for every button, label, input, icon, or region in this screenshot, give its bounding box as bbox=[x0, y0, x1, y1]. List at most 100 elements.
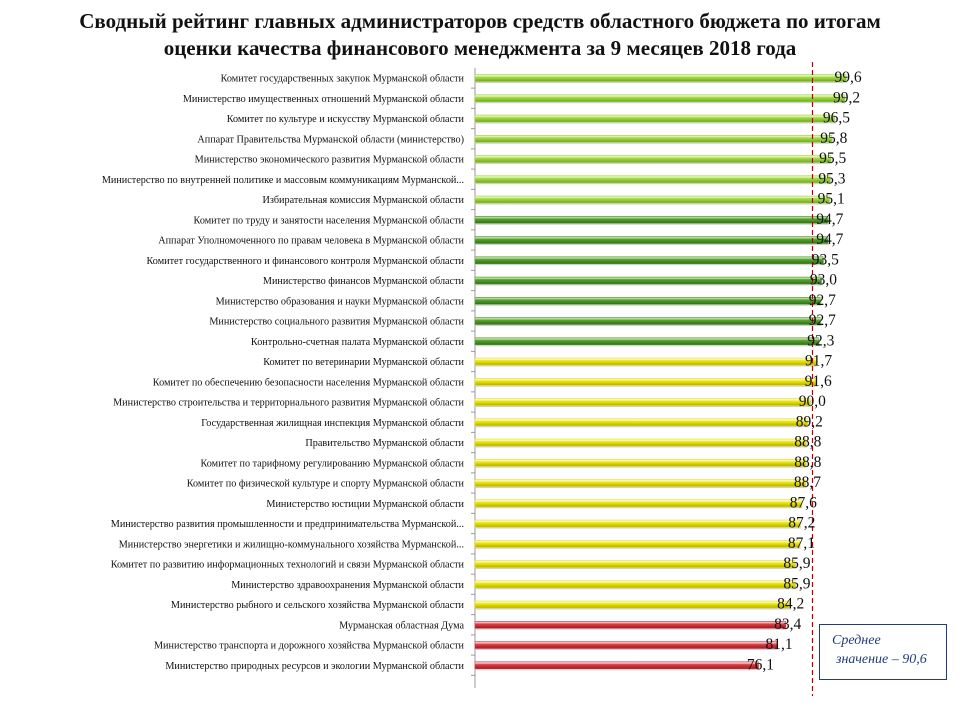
bar-highlight bbox=[475, 257, 824, 259]
bar-highlight bbox=[475, 540, 800, 543]
bar-highlight bbox=[475, 378, 817, 381]
chart-title: Сводный рейтинг главных администраторов … bbox=[0, 8, 960, 62]
data-label: 94,7 bbox=[816, 231, 843, 248]
bar-highlight bbox=[475, 95, 845, 97]
category-label: Министерство рыбного и сельского хозяйст… bbox=[171, 600, 465, 611]
bar-highlight bbox=[475, 480, 806, 482]
data-label: 90,0 bbox=[799, 393, 826, 410]
chart-title-line-1: Сводный рейтинг главных администраторов … bbox=[79, 9, 881, 33]
category-label: Министерство образования и науки Мурманс… bbox=[216, 296, 465, 307]
bar-highlight bbox=[475, 439, 806, 442]
bar bbox=[474, 398, 811, 406]
bar-highlight bbox=[475, 135, 832, 138]
bar bbox=[474, 94, 845, 102]
category-label: Комитет по развитию информационных техно… bbox=[111, 560, 465, 571]
data-label: 91,7 bbox=[805, 353, 832, 370]
category-label: Министерство социального развития Мурман… bbox=[209, 317, 464, 328]
bar bbox=[474, 337, 820, 345]
data-label: 84,2 bbox=[777, 596, 804, 613]
category-label: Комитет государственных закупок Мурманск… bbox=[221, 74, 465, 85]
data-label: 99,2 bbox=[833, 89, 860, 106]
bar-highlight bbox=[475, 277, 822, 280]
data-label: 92,7 bbox=[809, 312, 836, 329]
bar-highlight bbox=[475, 237, 828, 239]
category-label: Министерство развития промышленности и п… bbox=[111, 519, 464, 530]
data-label: 99,6 bbox=[834, 69, 861, 86]
bar-highlight bbox=[475, 419, 808, 421]
bar bbox=[474, 114, 835, 123]
bar-highlight bbox=[475, 581, 795, 583]
data-label: 93,0 bbox=[810, 272, 837, 289]
bar bbox=[474, 560, 796, 568]
average-note: Среднее значение – 90,6 bbox=[819, 624, 947, 680]
data-label: 87,2 bbox=[788, 515, 815, 532]
category-label: Комитет по тарифному регулированию Мурма… bbox=[200, 458, 464, 469]
category-label: Избирательная комиссия Мурманской област… bbox=[262, 195, 464, 206]
bar bbox=[474, 479, 806, 487]
category-label: Министерство здравоохранения Мурманской … bbox=[231, 580, 464, 591]
bar bbox=[474, 175, 831, 183]
average-note-line-1: Среднее bbox=[832, 633, 881, 648]
category-label: Министерство экономического развития Мур… bbox=[195, 155, 465, 166]
category-label: Министерство имущественных отношений Мур… bbox=[183, 94, 465, 105]
bar-highlight bbox=[475, 520, 800, 523]
bar-highlight bbox=[475, 318, 821, 320]
bar bbox=[474, 155, 831, 163]
bar-highlight bbox=[475, 399, 811, 401]
bar-highlight bbox=[475, 358, 817, 361]
data-label: 95,8 bbox=[820, 130, 847, 147]
data-label: 95,3 bbox=[818, 170, 845, 187]
bar bbox=[474, 135, 833, 143]
bar bbox=[474, 600, 789, 609]
category-label: Министерство финансов Мурманской области bbox=[263, 276, 465, 287]
bar-highlight bbox=[475, 662, 759, 664]
bar-highlight bbox=[475, 176, 830, 178]
bar bbox=[474, 661, 759, 669]
category-label: Аппарат Правительства Мурманской области… bbox=[197, 134, 464, 145]
data-label: 92,3 bbox=[807, 332, 834, 349]
data-label: 85,9 bbox=[783, 575, 810, 592]
data-label: 93,5 bbox=[812, 251, 839, 268]
bar bbox=[474, 216, 829, 224]
bar bbox=[474, 236, 829, 244]
bar bbox=[474, 256, 824, 264]
category-label: Министерство природных ресурсов и эколог… bbox=[165, 661, 464, 672]
bar bbox=[474, 459, 807, 467]
bar bbox=[474, 499, 802, 507]
category-label: Министерство транспорта и дорожного хозя… bbox=[154, 641, 465, 652]
bar-highlight bbox=[475, 216, 828, 219]
data-label: 92,7 bbox=[809, 292, 836, 309]
data-label: 95,1 bbox=[818, 191, 845, 208]
bar bbox=[474, 519, 801, 528]
bar-highlight bbox=[475, 601, 789, 604]
data-label: 95,5 bbox=[819, 150, 846, 167]
category-label: Аппарат Уполномоченного по правам челове… bbox=[158, 236, 464, 247]
bar bbox=[474, 195, 830, 204]
bar bbox=[474, 276, 822, 285]
chart-title-line-2: оценки качества финансового менеджмента … bbox=[163, 36, 797, 60]
data-label: 83,4 bbox=[774, 616, 801, 633]
bar-highlight bbox=[475, 297, 821, 300]
bar-highlight bbox=[475, 621, 786, 624]
data-label: 89,2 bbox=[796, 413, 823, 430]
category-label: Контрольно-счетная палата Мурманской обл… bbox=[251, 337, 465, 348]
bar bbox=[474, 357, 817, 366]
bar-highlight bbox=[475, 561, 795, 563]
category-label: Комитет по труду и занятости населения М… bbox=[194, 215, 465, 226]
category-label: Комитет по физической культуре и спорту … bbox=[187, 479, 465, 490]
category-label: Министерство строительства и территориал… bbox=[113, 398, 464, 409]
category-label: Министерство юстиции Мурманской области bbox=[266, 499, 464, 510]
category-label: Государственная жилищная инспекция Мурма… bbox=[201, 418, 464, 429]
data-label: 91,6 bbox=[805, 373, 832, 390]
bar bbox=[474, 438, 807, 447]
data-label: 87,6 bbox=[790, 494, 817, 511]
category-label: Мурманская областная Дума bbox=[339, 620, 464, 631]
category-label: Министерство по внутренней политике и ма… bbox=[102, 175, 464, 186]
bar-highlight bbox=[475, 459, 806, 462]
bar bbox=[474, 378, 817, 386]
bar-highlight bbox=[475, 500, 802, 502]
bar-highlight bbox=[475, 196, 830, 199]
data-label: 96,5 bbox=[823, 110, 850, 127]
data-label: 87,1 bbox=[788, 535, 815, 552]
